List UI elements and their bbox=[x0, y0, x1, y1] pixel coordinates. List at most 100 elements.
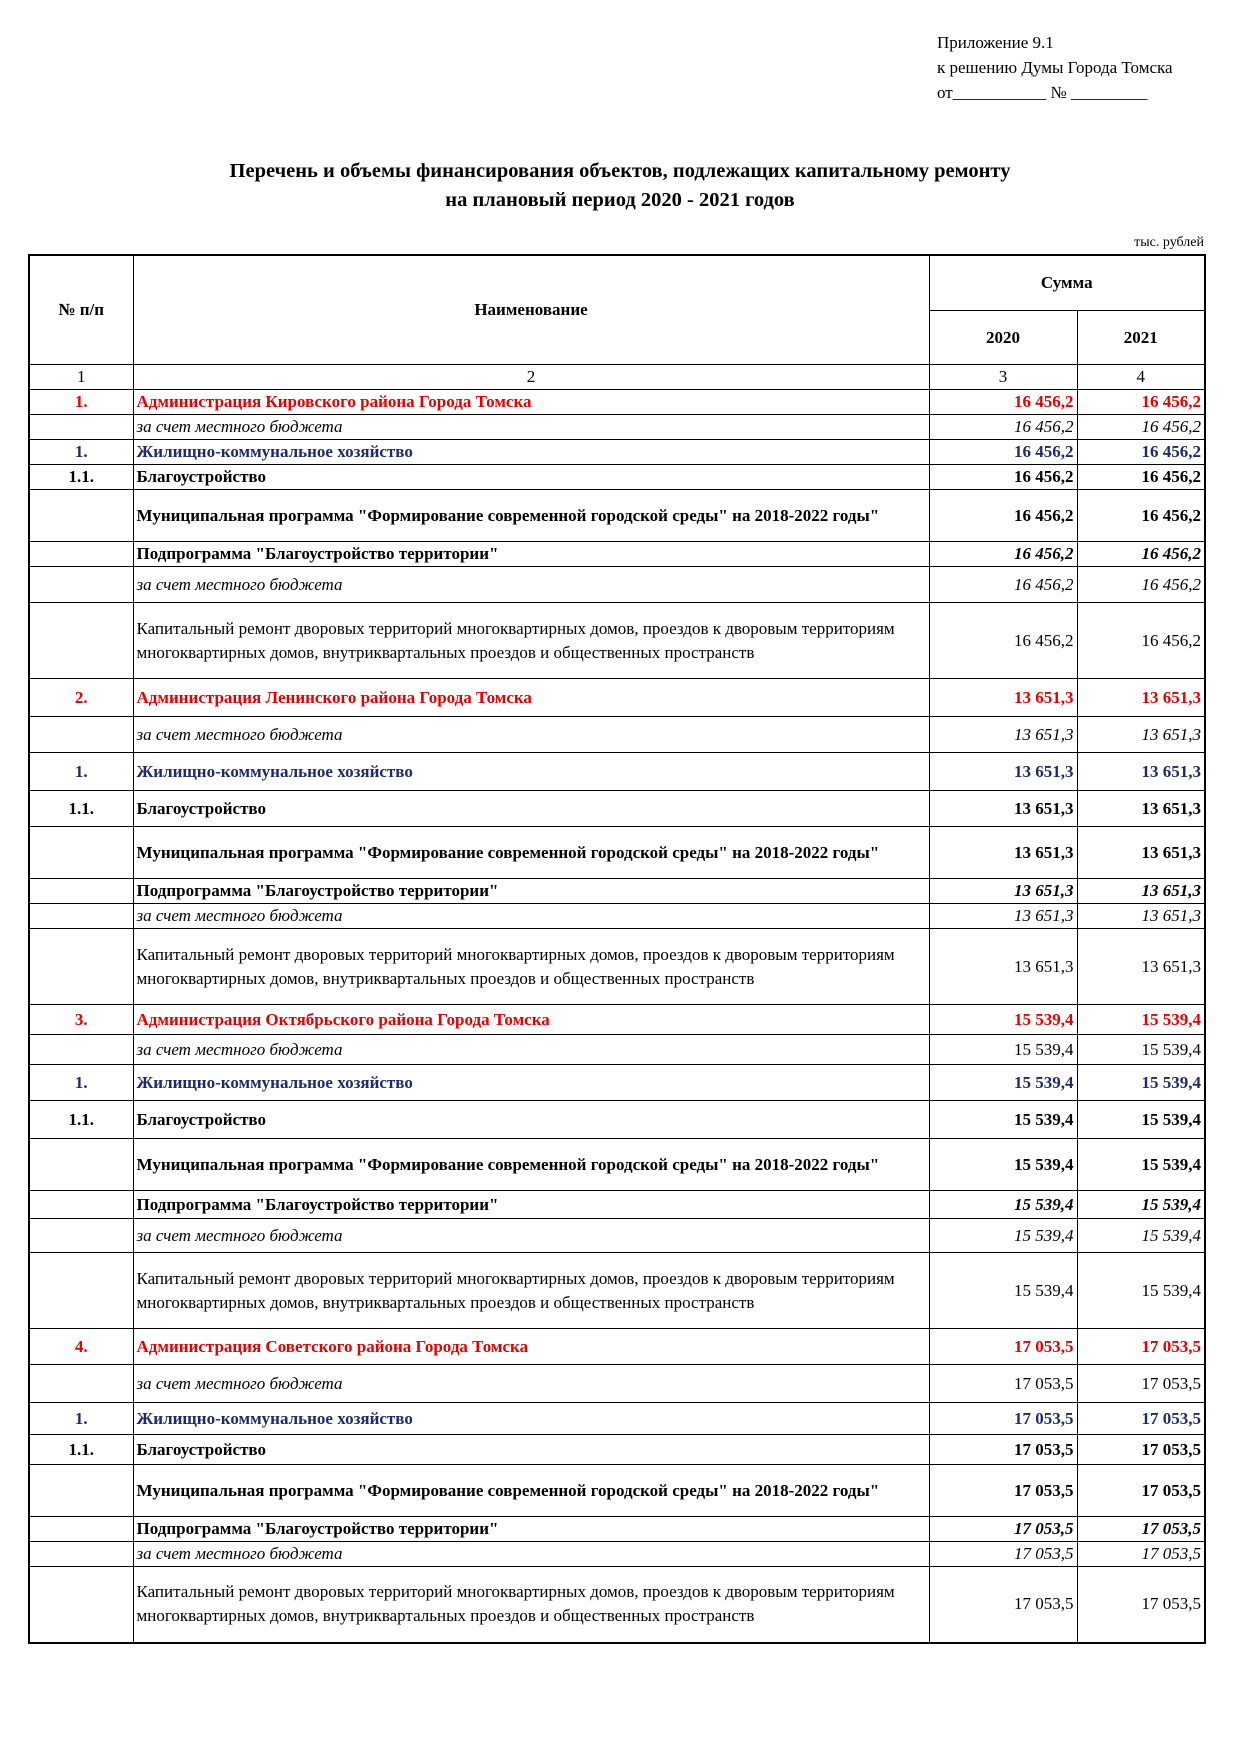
fund-label: за счет местного бюджета bbox=[132, 1218, 930, 1253]
table-row: Муниципальная программа "Формирование со… bbox=[28, 1464, 1206, 1517]
value-2020: 17 053,5 bbox=[928, 1464, 1078, 1517]
sub-name: Благоустройство bbox=[132, 464, 930, 490]
table-row: 1. Жилищно-коммунальное хозяйство 15 539… bbox=[28, 1064, 1206, 1101]
value-2020: 15 539,4 bbox=[928, 1138, 1078, 1191]
title-line-1: Перечень и объемы финансирования объекто… bbox=[229, 160, 1011, 182]
value-2021: 16 456,2 bbox=[1076, 489, 1206, 542]
financing-table: № п/п Наименование Сумма 2020 2021 1 2 3… bbox=[28, 254, 1206, 1644]
value-2020: 15 539,4 bbox=[928, 1190, 1078, 1219]
value-2021: 13 651,3 bbox=[1076, 903, 1206, 929]
value-2020: 15 539,4 bbox=[928, 1218, 1078, 1253]
value-2020: 15 539,4 bbox=[928, 1034, 1078, 1065]
value-2021: 17 053,5 bbox=[1076, 1328, 1206, 1365]
header-sum: Сумма bbox=[928, 254, 1206, 311]
value-2021: 17 053,5 bbox=[1076, 1434, 1206, 1465]
empty-cell bbox=[28, 602, 134, 679]
table-row: 1.1. Благоустройство 15 539,4 15 539,4 bbox=[28, 1100, 1206, 1139]
admin-num: 4. bbox=[28, 1328, 134, 1365]
sub-name: Благоустройство bbox=[132, 790, 930, 827]
fund-label: за счет местного бюджета bbox=[132, 1364, 930, 1403]
empty-cell bbox=[28, 903, 134, 929]
value-2020: 16 456,2 bbox=[928, 389, 1078, 415]
value-2020: 13 651,3 bbox=[928, 678, 1078, 717]
fund-label: за счет местного бюджета bbox=[132, 1034, 930, 1065]
value-2021: 15 539,4 bbox=[1076, 1034, 1206, 1065]
subprogram-name: Подпрограмма "Благоустройство территории… bbox=[132, 1190, 930, 1219]
sector-name: Жилищно-коммунальное хозяйство bbox=[132, 1064, 930, 1101]
value-2021: 13 651,3 bbox=[1076, 928, 1206, 1005]
empty-cell bbox=[28, 414, 134, 440]
units-label: тыс. рублей bbox=[1134, 235, 1204, 250]
value-2021: 13 651,3 bbox=[1076, 826, 1206, 879]
empty-cell bbox=[28, 716, 134, 753]
value-2020: 13 651,3 bbox=[928, 826, 1078, 879]
sector-num: 1. bbox=[28, 752, 134, 791]
admin-name: Администрация Ленинского района Города Т… bbox=[132, 678, 930, 717]
header-year-2021: 2021 bbox=[1076, 310, 1206, 365]
sector-num: 1. bbox=[28, 439, 134, 465]
empty-cell bbox=[28, 1364, 134, 1403]
empty-cell bbox=[28, 541, 134, 567]
admin-name: Администрация Кировского района Города Т… bbox=[132, 389, 930, 415]
object-name: Капитальный ремонт дворовых территорий м… bbox=[132, 602, 930, 679]
table-row: за счет местного бюджета 16 456,2 16 456… bbox=[28, 414, 1206, 440]
value-2020: 13 651,3 bbox=[928, 928, 1078, 1005]
header-num: № п/п bbox=[28, 254, 134, 365]
value-2020: 13 651,3 bbox=[928, 716, 1078, 753]
value-2021: 17 053,5 bbox=[1076, 1464, 1206, 1517]
sector-num: 1. bbox=[28, 1064, 134, 1101]
table-row: 1. Администрация Кировского района Город… bbox=[28, 389, 1206, 415]
value-2021: 16 456,2 bbox=[1076, 464, 1206, 490]
empty-cell bbox=[28, 1541, 134, 1567]
value-2021: 17 053,5 bbox=[1076, 1566, 1206, 1643]
empty-cell bbox=[28, 1190, 134, 1219]
header-year-2020: 2020 bbox=[928, 310, 1078, 365]
program-name: Муниципальная программа "Формирование со… bbox=[132, 1464, 930, 1517]
value-2020: 16 456,2 bbox=[928, 439, 1078, 465]
table-row: 1.1. Благоустройство 17 053,5 17 053,5 bbox=[28, 1434, 1206, 1465]
value-2020: 16 456,2 bbox=[928, 464, 1078, 490]
program-name: Муниципальная программа "Формирование со… bbox=[132, 826, 930, 879]
fund-label: за счет местного бюджета bbox=[132, 1541, 930, 1567]
fund-label: за счет местного бюджета bbox=[132, 566, 930, 603]
table-row: Капитальный ремонт дворовых территорий м… bbox=[28, 1252, 1206, 1329]
value-2021: 15 539,4 bbox=[1076, 1218, 1206, 1253]
value-2021: 17 053,5 bbox=[1076, 1402, 1206, 1435]
value-2020: 17 053,5 bbox=[928, 1328, 1078, 1365]
table-row: Муниципальная программа "Формирование со… bbox=[28, 826, 1206, 879]
admin-name: Администрация Октябрьского района Города… bbox=[132, 1004, 930, 1035]
table-row: Подпрограмма "Благоустройство территории… bbox=[28, 541, 1206, 567]
value-2021: 16 456,2 bbox=[1076, 566, 1206, 603]
table-body: 1. Администрация Кировского района Город… bbox=[28, 389, 1206, 1643]
table-row: Капитальный ремонт дворовых территорий м… bbox=[28, 602, 1206, 679]
object-name: Капитальный ремонт дворовых территорий м… bbox=[132, 1566, 930, 1643]
value-2020: 16 456,2 bbox=[928, 541, 1078, 567]
value-2021: 13 651,3 bbox=[1076, 678, 1206, 717]
sub-num: 1.1. bbox=[28, 790, 134, 827]
sector-name: Жилищно-коммунальное хозяйство bbox=[132, 439, 930, 465]
value-2020: 13 651,3 bbox=[928, 903, 1078, 929]
value-2020: 16 456,2 bbox=[928, 414, 1078, 440]
value-2020: 17 053,5 bbox=[928, 1516, 1078, 1542]
admin-num: 1. bbox=[28, 389, 134, 415]
table-row: Муниципальная программа "Формирование со… bbox=[28, 1138, 1206, 1191]
sector-name: Жилищно-коммунальное хозяйство bbox=[132, 752, 930, 791]
value-2020: 16 456,2 bbox=[928, 489, 1078, 542]
table-row: 2. Администрация Ленинского района Город… bbox=[28, 678, 1206, 717]
empty-cell bbox=[28, 878, 134, 904]
title-line-2: на плановый период 2020 - 2021 годов bbox=[445, 189, 795, 211]
value-2021: 15 539,4 bbox=[1076, 1190, 1206, 1219]
empty-cell bbox=[28, 1034, 134, 1065]
value-2021: 15 539,4 bbox=[1076, 1252, 1206, 1329]
table-row: 1. Жилищно-коммунальное хозяйство 13 651… bbox=[28, 752, 1206, 791]
sector-name: Жилищно-коммунальное хозяйство bbox=[132, 1402, 930, 1435]
value-2020: 17 053,5 bbox=[928, 1364, 1078, 1403]
table-row: 4. Администрация Советского района Город… bbox=[28, 1328, 1206, 1365]
sub-name: Благоустройство bbox=[132, 1100, 930, 1139]
value-2021: 16 456,2 bbox=[1076, 439, 1206, 465]
column-number-1: 1 bbox=[28, 364, 134, 390]
value-2021: 17 053,5 bbox=[1076, 1541, 1206, 1567]
table-row: за счет местного бюджета 15 539,4 15 539… bbox=[28, 1034, 1206, 1065]
subprogram-name: Подпрограмма "Благоустройство территории… bbox=[132, 1516, 930, 1542]
table-row: 3. Администрация Октябрьского района Гор… bbox=[28, 1004, 1206, 1035]
